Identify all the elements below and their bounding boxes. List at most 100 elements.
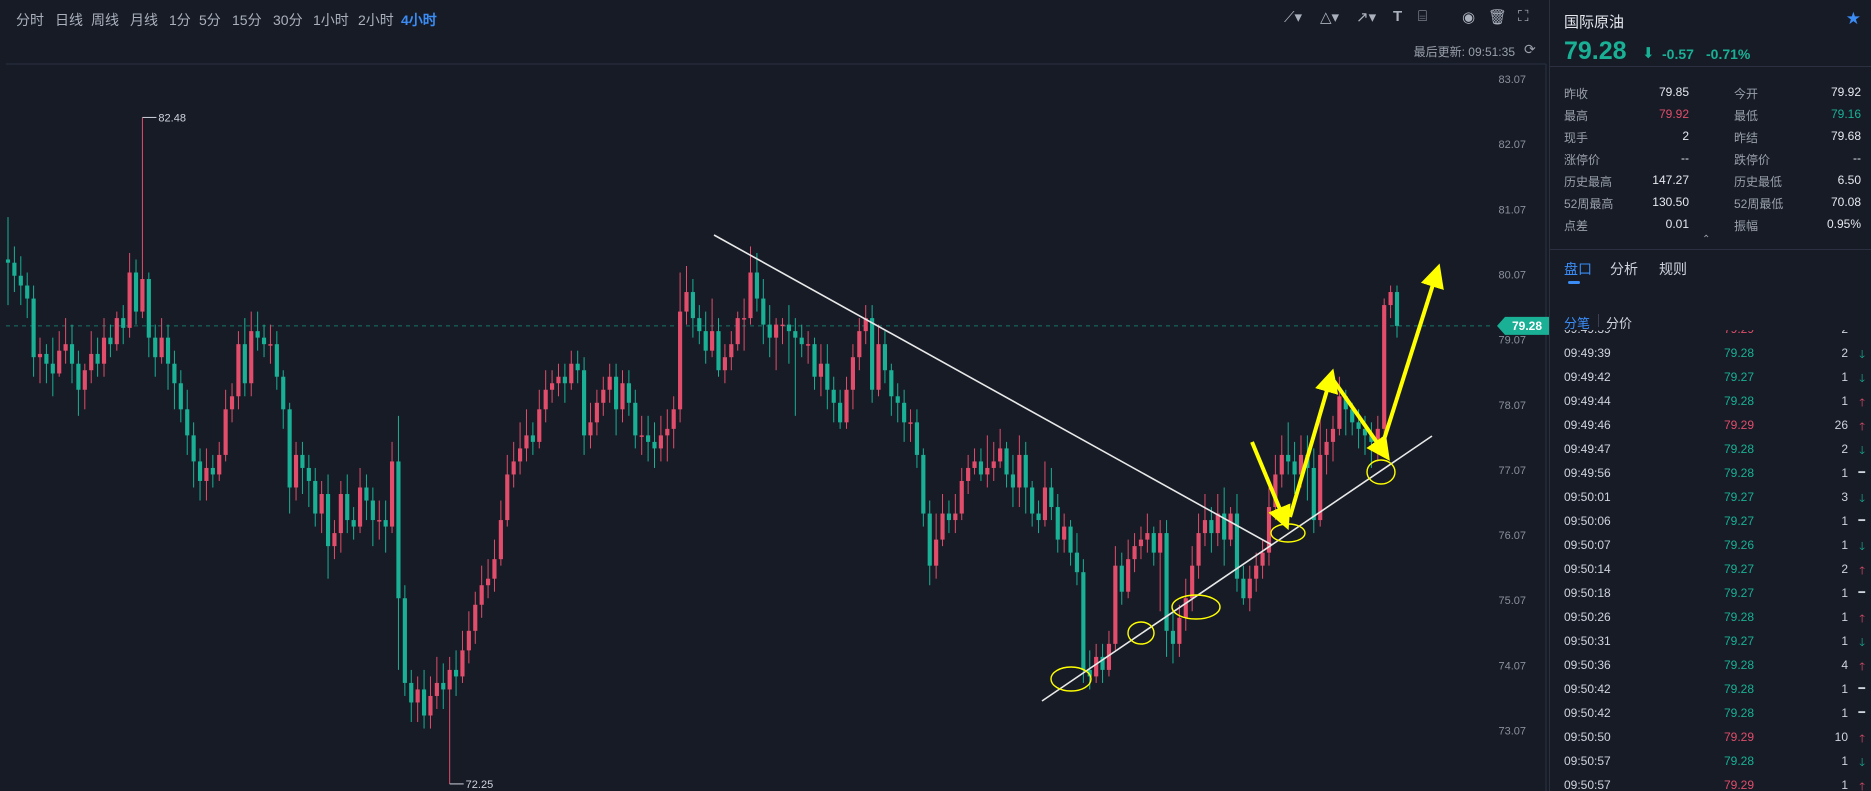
tick-row: 09:49:47 79.28 2 🡓 [1550,438,1871,462]
tick-row: 09:49:39 79.28 2 🡓 [1550,342,1871,366]
candle-body [511,461,516,475]
tick-direction-icon: 🡓 [1859,349,1865,361]
subtab-1[interactable]: 分笔 [1564,316,1591,331]
tick-price: 79.28 [1724,442,1755,456]
candle-body [153,337,158,358]
tick-row: 09:50:18 79.27 1 ━ [1550,582,1871,606]
candle-body [850,357,856,390]
tick-row: 09:50:36 79.28 4 🡑 [1550,654,1871,678]
active-tab-indicator [1568,281,1580,284]
tick-direction-icon: ━ [1858,683,1865,695]
timeframe-1[interactable]: 分时 [16,12,44,28]
candlestick-chart[interactable]: 83.07 82.07 81.07 80.07 79.07 78.07 77.07 76.07… [0,0,1549,791]
timeframe-8[interactable]: 30分 [273,12,303,28]
text-tool-icon[interactable]: T [1393,8,1403,25]
tick-volume: 2 [1841,442,1848,456]
tick-direction-icon: 🡑 [1859,421,1865,433]
stat-value: 0.01 [1665,217,1689,231]
tick-direction-icon: ━ [1858,467,1865,479]
candle-body [351,520,356,527]
candle-body [1356,422,1361,429]
refresh-icon[interactable]: ⟳ [1524,41,1536,57]
candle-body [1330,428,1336,442]
trash-icon[interactable]: 🗑 [1488,9,1508,26]
candle-body [742,318,747,320]
candle-body [274,344,279,377]
ruler-tool-icon[interactable]: ⌸ [1418,8,1428,25]
candle-body [197,461,203,481]
tick-row: 09:50:57 79.29 1 🡑 [1550,774,1871,791]
tab-1[interactable]: 盘口 [1564,261,1592,277]
candle-body [1215,513,1220,534]
candle-body [812,344,817,377]
candle-body [434,682,439,696]
timeframe-7[interactable]: 15分 [232,12,262,28]
y-tick-label: 79.07 [1498,335,1526,347]
y-tick-label: 76.07 [1498,530,1526,542]
support-ellipse-marker [1171,594,1221,620]
candle-body [799,337,804,345]
candle-body [338,494,343,534]
candle-body [1017,454,1022,488]
candle-body [1062,526,1067,540]
candle-body [415,689,420,703]
timeframe-5[interactable]: 1分 [169,12,191,28]
tick-volume: 1 [1841,538,1848,552]
candle-body [146,279,151,338]
tick-price: 79.28 [1724,754,1755,768]
candle-body [1350,409,1355,423]
candle-body [953,513,958,521]
candle-body [421,689,427,716]
tab-3[interactable]: 规则 [1659,261,1687,277]
candle-body [1049,487,1054,508]
candle-body [1023,454,1028,488]
candle-body [1132,546,1137,560]
timeframe-9[interactable]: 1小时 [313,12,349,28]
stat-value: 147.27 [1652,173,1689,187]
stat-label: 点差 [1564,219,1589,233]
stat-label: 历史最高 [1564,175,1613,189]
candle-body [57,350,62,374]
high-marker-label: 82.48 [158,112,186,124]
timeframe-3[interactable]: 周线 [91,12,119,28]
low-marker-label: 72.25 [466,779,494,791]
candle-body [1081,572,1086,670]
support-ellipse-marker [1366,459,1396,485]
timeframe-10[interactable]: 2小时 [358,12,394,28]
candle-body [934,539,939,566]
chart-area[interactable]: 分时 日线 周线 月线 1分 5分 15分 30分 1小时 2小时 4小时 ⟋▾ △▾ ↗▾ T ⌸… [0,0,1549,791]
stat-value: 79.85 [1658,85,1689,99]
timeframe-11[interactable]: 4小时 [401,12,437,28]
candle-body [95,353,100,364]
candle-body [1145,533,1150,540]
candle-body [127,272,132,328]
candle-body [249,331,254,384]
candle-body [1177,617,1182,644]
tick-price: 79.27 [1724,370,1755,384]
timeframe-6[interactable]: 5分 [199,12,221,28]
candle-body [722,357,727,371]
candle-body [818,363,823,377]
tick-row: 09:50:14 79.27 2 🡑 [1550,558,1871,582]
candle-body [377,520,382,522]
timeframe-2[interactable]: 日线 [55,12,83,28]
candle-body [1106,643,1112,670]
eye-icon[interactable]: ◉ [1462,9,1476,26]
candle-body [1324,441,1329,455]
fullscreen-icon[interactable]: ⛶ [1518,8,1529,25]
arrow-tool-icon[interactable]: ↗▾ [1356,9,1377,26]
tick-direction-icon: 🡓 [1859,541,1865,553]
favorite-star-icon[interactable]: ★ [1845,9,1861,28]
stat-label: 振幅 [1734,219,1759,233]
tick-time: 09:50:36 [1564,658,1611,672]
tick-direction-icon: 🡑 [1859,781,1865,791]
line-tool-icon[interactable]: ⟋▾ [1284,9,1303,26]
shape-tool-icon[interactable]: △▾ [1320,9,1340,26]
candle-body [293,454,299,488]
timeframe-4[interactable]: 月线 [130,12,158,28]
tab-2[interactable]: 分析 [1610,261,1638,277]
candle-body [671,409,676,429]
subtab-2[interactable]: 分价 [1606,316,1633,331]
y-tick-label: 81.07 [1498,204,1526,216]
collapse-chevron-icon[interactable]: ⌃ [1702,234,1711,245]
